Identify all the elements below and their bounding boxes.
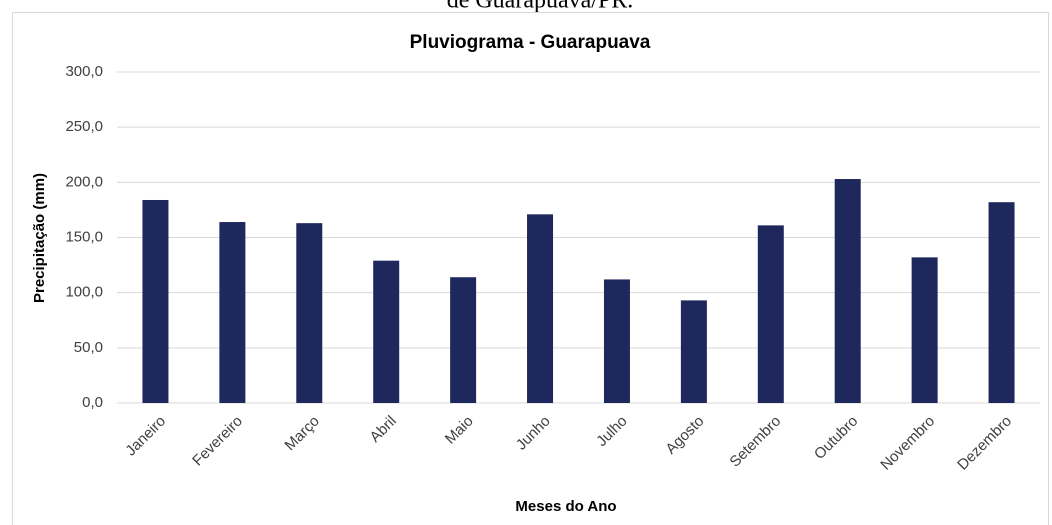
bar [834,179,861,403]
bar [527,214,554,403]
y-axis-title: Precipitação (mm) [31,173,48,303]
y-tick-label: 50,0 [74,339,103,356]
x-tick-label: Fevereiro [189,413,246,470]
bar [296,223,323,403]
bar [911,257,938,403]
x-tick-label: Maio [442,413,477,448]
bar [373,260,400,403]
x-tick-label: Outubro [811,413,861,463]
bar [988,202,1015,403]
x-tick-label: Dezembro [954,413,1015,474]
x-tick-label: Julho [593,413,630,450]
y-tick-label: 250,0 [65,118,103,135]
x-axis-title: Meses do Ano [515,498,616,515]
bar [757,225,784,403]
y-tick-label: 200,0 [65,173,103,190]
bar [142,199,169,403]
bar [680,300,707,403]
x-tick-label: Janeiro [122,413,169,460]
bar [603,279,630,403]
x-tick-label: Novembro [877,413,938,474]
x-tick-label: Março [281,413,322,454]
y-tick-label: 150,0 [65,228,103,245]
chart-title: Pluviograma - Guarapuava [410,32,651,53]
y-tick-label: 0,0 [82,394,103,411]
bar [450,277,477,403]
caption: de Guarapuava/PR. [447,0,634,14]
x-tick-label: Agosto [662,413,707,458]
y-tick-label: 300,0 [65,63,103,80]
bar [219,222,246,403]
x-tick-label: Junho [513,413,554,454]
y-tick-label: 100,0 [65,284,103,301]
chart-border [12,12,1049,525]
x-tick-label: Abril [367,413,400,446]
x-tick-label: Setembro [726,413,784,471]
